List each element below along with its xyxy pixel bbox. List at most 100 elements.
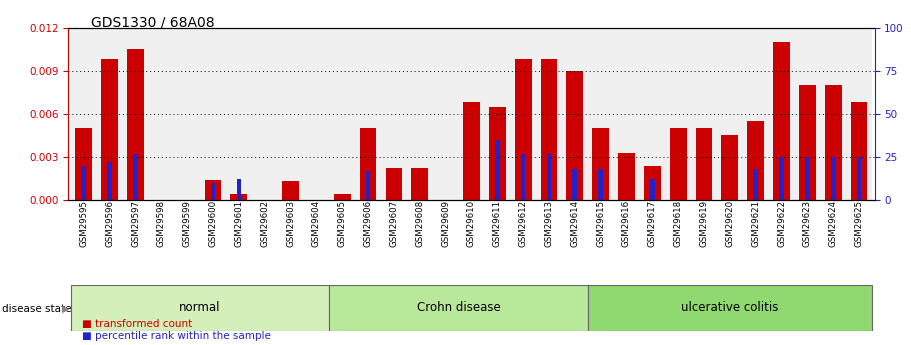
Bar <box>851 102 867 200</box>
Bar <box>547 154 551 200</box>
Bar <box>572 169 578 200</box>
Bar <box>794 28 820 200</box>
Bar <box>747 121 764 200</box>
Text: GSM29603: GSM29603 <box>286 200 295 247</box>
Text: GSM29614: GSM29614 <box>570 200 579 247</box>
Bar <box>148 28 174 200</box>
Text: ▶: ▶ <box>62 304 69 314</box>
Bar <box>433 28 458 200</box>
Bar <box>742 28 769 200</box>
Bar <box>278 28 303 200</box>
Text: GSM29622: GSM29622 <box>777 200 786 247</box>
Bar <box>282 181 299 200</box>
Bar <box>650 179 655 200</box>
Bar <box>592 128 609 200</box>
Bar <box>385 168 403 200</box>
Bar <box>205 180 221 200</box>
Text: GSM29608: GSM29608 <box>415 200 425 247</box>
Bar <box>753 169 758 200</box>
Bar <box>210 183 215 200</box>
Bar <box>407 28 433 200</box>
Bar <box>489 107 506 200</box>
Bar <box>123 28 148 200</box>
Bar <box>691 28 717 200</box>
Bar <box>365 171 371 200</box>
Text: GSM29596: GSM29596 <box>105 200 114 247</box>
Text: GSM29602: GSM29602 <box>261 200 270 247</box>
Bar <box>562 28 588 200</box>
Text: GSM29598: GSM29598 <box>157 200 166 247</box>
Bar <box>107 162 112 200</box>
Text: GSM29621: GSM29621 <box>752 200 760 247</box>
Bar <box>618 152 635 200</box>
Bar <box>799 85 815 200</box>
Bar <box>412 168 428 200</box>
Bar <box>495 140 499 200</box>
Bar <box>640 28 665 200</box>
Text: GSM29611: GSM29611 <box>493 200 502 247</box>
Bar <box>510 28 536 200</box>
Text: GSM29616: GSM29616 <box>622 200 631 247</box>
Bar <box>614 28 640 200</box>
Text: GSM29623: GSM29623 <box>803 200 812 247</box>
Bar <box>237 179 241 200</box>
Text: GSM29595: GSM29595 <box>79 200 88 247</box>
Bar <box>329 285 588 331</box>
Bar <box>71 28 97 200</box>
Bar <box>200 28 226 200</box>
Text: GSM29613: GSM29613 <box>545 200 554 247</box>
Text: GSM29600: GSM29600 <box>209 200 218 247</box>
Text: GSM29607: GSM29607 <box>389 200 398 247</box>
Text: GSM29601: GSM29601 <box>234 200 243 247</box>
Bar <box>381 28 407 200</box>
Bar <box>722 136 738 200</box>
Bar <box>521 154 526 200</box>
Bar <box>458 28 485 200</box>
Bar <box>81 166 87 200</box>
Text: GSM29618: GSM29618 <box>673 200 682 247</box>
Bar <box>567 71 583 200</box>
Text: GSM29605: GSM29605 <box>338 200 347 247</box>
Bar <box>71 285 329 331</box>
Text: GSM29606: GSM29606 <box>363 200 373 247</box>
Bar <box>536 28 562 200</box>
Bar <box>226 28 251 200</box>
Text: ■ percentile rank within the sample: ■ percentile rank within the sample <box>82 331 271 341</box>
Bar <box>599 169 603 200</box>
Bar <box>485 28 510 200</box>
Bar <box>251 28 278 200</box>
Text: GSM29617: GSM29617 <box>648 200 657 247</box>
Bar <box>824 85 842 200</box>
Text: GSM29609: GSM29609 <box>441 200 450 247</box>
Text: GSM29615: GSM29615 <box>596 200 605 247</box>
Bar <box>856 157 862 200</box>
Text: GSM29620: GSM29620 <box>725 200 734 247</box>
Bar <box>333 194 351 200</box>
Bar <box>128 49 144 200</box>
Bar <box>230 194 247 200</box>
Bar <box>97 28 123 200</box>
Text: disease state: disease state <box>2 304 71 314</box>
Text: ■ transformed count: ■ transformed count <box>82 319 192 329</box>
Bar <box>515 59 531 200</box>
Bar <box>773 42 790 200</box>
Bar <box>174 28 200 200</box>
Text: ulcerative colitis: ulcerative colitis <box>681 302 779 314</box>
Bar <box>355 28 381 200</box>
Bar <box>805 157 810 200</box>
Bar <box>644 166 660 200</box>
Bar <box>665 28 691 200</box>
Text: GSM29612: GSM29612 <box>518 200 527 247</box>
Bar <box>76 128 92 200</box>
Bar <box>588 285 872 331</box>
Text: Crohn disease: Crohn disease <box>416 302 500 314</box>
Text: GSM29604: GSM29604 <box>312 200 321 247</box>
Text: GSM29599: GSM29599 <box>183 200 191 247</box>
Bar <box>303 28 329 200</box>
Bar <box>133 154 138 200</box>
Bar <box>588 28 614 200</box>
Bar <box>670 128 687 200</box>
Text: GSM29624: GSM29624 <box>829 200 838 247</box>
Bar <box>696 128 712 200</box>
Bar <box>360 128 376 200</box>
